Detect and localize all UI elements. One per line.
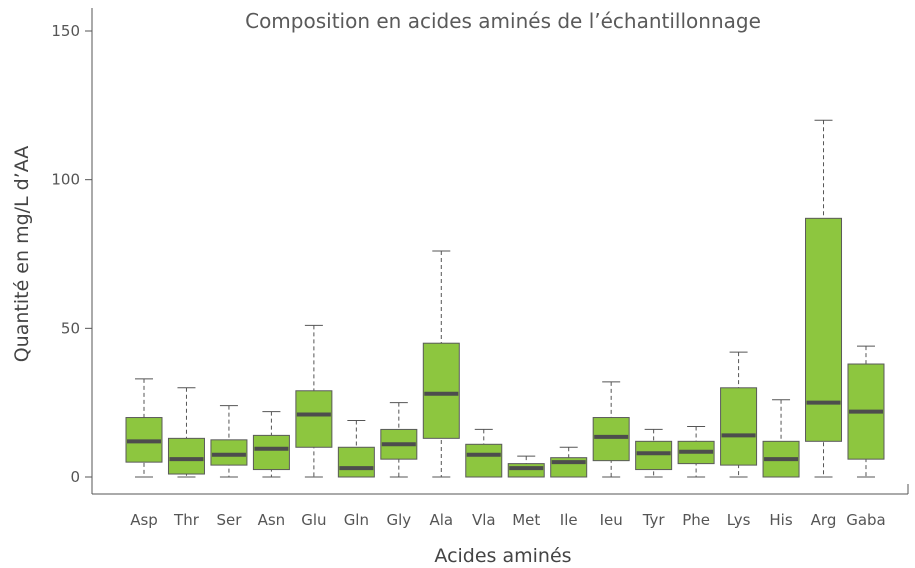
y-tick-label: 150	[51, 22, 80, 40]
box-iqr	[507, 463, 545, 478]
box-iqr	[635, 440, 673, 471]
box-ala	[422, 250, 460, 478]
box-iqr	[252, 434, 290, 471]
box-iqr	[295, 390, 333, 448]
chart-title: Composition en acides aminés de l’échant…	[245, 9, 761, 33]
x-tick-label: Met	[512, 511, 540, 529]
x-tick-labels: Asp Thr Ser Asn Glu Gln Gly Ala Vla Met Ile Ieu Tyr P…	[130, 511, 886, 529]
x-tick-label: Lys	[727, 511, 751, 529]
y-tick-label: 0	[70, 468, 80, 486]
box-iqr	[465, 443, 503, 478]
x-tick-label: Asn	[258, 511, 286, 529]
x-tick-label: Ieu	[600, 511, 623, 529]
boxes-group	[125, 119, 885, 478]
box-glu	[295, 324, 333, 478]
box-ile	[550, 446, 588, 478]
box-his	[762, 399, 800, 478]
box-iqr	[210, 439, 248, 466]
box-phe	[677, 425, 715, 478]
box-iqr	[720, 387, 758, 466]
x-tick-label: Gaba	[846, 511, 886, 529]
x-tick-label: Vla	[472, 511, 496, 529]
box-gly	[380, 402, 418, 478]
x-tick-label: Glu	[301, 511, 326, 529]
x-tick-label: Asp	[130, 511, 158, 529]
x-tick-label: Ile	[560, 511, 578, 529]
box-asn	[252, 411, 290, 478]
y-tick-label: 50	[61, 319, 80, 337]
box-ser	[210, 405, 248, 478]
box-ieu	[592, 381, 630, 478]
x-tick-label: His	[769, 511, 792, 529]
x-tick-label: Tyr	[642, 511, 666, 529]
box-arg	[805, 119, 843, 478]
box-gln	[337, 420, 375, 478]
box-iqr	[805, 217, 843, 442]
x-tick-label: Ala	[429, 511, 453, 529]
axes: 0 50 100 150	[51, 8, 909, 495]
box-met	[507, 455, 545, 478]
x-tick-label: Arg	[811, 511, 837, 529]
box-thr	[167, 387, 205, 478]
box-iqr	[167, 437, 205, 475]
box-iqr	[592, 417, 630, 462]
box-tyr	[635, 428, 673, 478]
box-iqr	[422, 342, 460, 439]
box-asp	[125, 378, 163, 478]
y-axis-title: Quantité en mg/L d’AA	[11, 146, 33, 363]
y-tick-label: 100	[51, 171, 80, 189]
box-vla	[465, 428, 503, 478]
box-gaba	[847, 345, 885, 478]
x-tick-label: Gly	[386, 511, 411, 529]
x-axis-title: Acides aminés	[434, 545, 571, 567]
x-tick-label: Phe	[682, 511, 710, 529]
box-lys	[720, 351, 758, 478]
box-iqr	[337, 446, 375, 478]
x-tick-label: Thr	[173, 511, 200, 529]
x-tick-label: Ser	[216, 511, 242, 529]
x-tick-label: Gln	[344, 511, 369, 529]
